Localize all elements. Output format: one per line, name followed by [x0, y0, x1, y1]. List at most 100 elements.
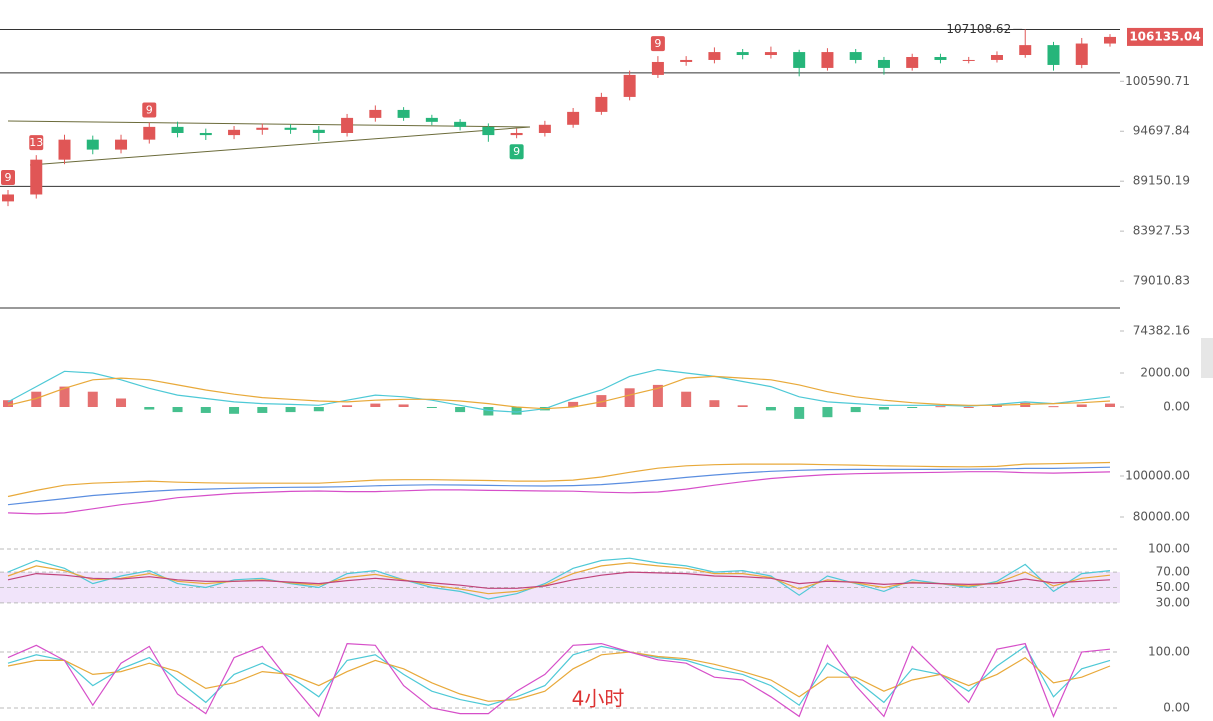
histogram-bar	[398, 404, 409, 407]
candle-body	[934, 57, 947, 60]
candle-body	[425, 117, 438, 122]
td-marker	[509, 144, 524, 160]
candle-body	[510, 132, 523, 136]
indicator-line	[7, 471, 1111, 515]
candle-body	[312, 129, 325, 133]
histogram-bar	[907, 406, 918, 408]
trend-line	[29, 126, 531, 166]
candle-body	[990, 55, 1003, 60]
y-tick-label: 94697.84	[1133, 124, 1190, 138]
indicator-line	[7, 642, 1111, 718]
trend-line	[7, 120, 531, 128]
y-tick-label: 100590.71	[1125, 74, 1190, 88]
td-label: 9	[513, 145, 520, 158]
histogram-bar	[200, 406, 211, 413]
candle-body	[171, 126, 184, 133]
candle-body	[369, 109, 382, 118]
histogram-bar	[370, 403, 381, 407]
histogram-bar	[878, 406, 889, 410]
histogram-bar	[455, 406, 466, 413]
candle-body	[30, 159, 43, 195]
candle-body	[228, 129, 241, 136]
histogram-bar	[172, 406, 183, 413]
indicator-line	[7, 466, 1111, 506]
td-marker	[650, 36, 665, 52]
y-tick-label: 0.00	[1163, 701, 1190, 715]
histogram-bar	[87, 391, 98, 407]
y-tick-label: 70.00	[1156, 565, 1190, 579]
y-tick-label: 79010.83	[1133, 274, 1190, 288]
histogram-bar	[511, 406, 522, 415]
candle-body	[793, 52, 806, 68]
y-tick-label: 80000.00	[1133, 510, 1190, 524]
y-tick-label: 2000.00	[1140, 365, 1190, 379]
histogram-bar	[116, 398, 127, 407]
histogram-bar	[31, 391, 42, 407]
histogram-bar	[624, 388, 635, 407]
td-label: 9	[5, 171, 12, 184]
candle-body	[567, 111, 580, 125]
indicator-line	[7, 645, 1111, 707]
histogram-bar	[313, 406, 324, 412]
histogram-bar	[1048, 406, 1059, 408]
candle-body	[1104, 36, 1116, 44]
histogram-bar	[3, 400, 13, 407]
candle-body	[1047, 45, 1060, 65]
candle-body	[199, 132, 212, 136]
histogram-bar	[1076, 404, 1087, 407]
candle-body	[821, 52, 834, 68]
y-tick-label: 83927.53	[1133, 224, 1190, 238]
histogram-bar	[991, 405, 1002, 407]
indicator-line	[7, 571, 1111, 589]
histogram-bar	[737, 405, 748, 407]
candle-body	[482, 126, 495, 136]
indicator-line	[7, 368, 1111, 413]
candle-body	[143, 126, 156, 140]
candle-body	[1019, 45, 1032, 56]
td-label: 9	[654, 37, 661, 50]
candle-body	[284, 127, 297, 130]
y-tick-label: 30.00	[1156, 595, 1190, 609]
histogram-bar	[257, 406, 268, 413]
candle-body	[115, 139, 128, 150]
histogram-bar	[144, 406, 155, 410]
histogram-bar	[935, 406, 946, 408]
candle-body	[708, 52, 721, 60]
candle-body	[341, 117, 354, 133]
candle-body	[256, 127, 269, 130]
indicator-line	[7, 461, 1111, 498]
candle-body	[906, 57, 919, 68]
candle-body	[454, 121, 467, 127]
candle-body	[397, 109, 410, 118]
histogram-bar	[59, 386, 70, 407]
histogram-bar	[794, 406, 805, 419]
indicator-line	[7, 375, 1111, 410]
candle-body	[849, 52, 862, 60]
histogram-bar	[681, 391, 692, 407]
y-tick-label: 100000.00	[1125, 469, 1190, 483]
candle-body	[764, 52, 777, 56]
candle-body	[736, 52, 749, 56]
last-price-tag	[1127, 27, 1203, 46]
candle-body	[623, 74, 636, 97]
candle-body	[2, 194, 14, 202]
last-price-label: 106135.04	[1129, 29, 1200, 43]
candle-body	[680, 59, 693, 62]
watermark: 4小时	[572, 687, 625, 711]
histogram-bar	[483, 406, 494, 416]
candle-body	[962, 59, 975, 61]
histogram-bar	[426, 406, 437, 408]
y-tick-label: 74382.16	[1133, 324, 1190, 338]
candle-body	[595, 96, 608, 112]
td-label: 13	[29, 136, 43, 149]
y-tick-label: 100.00	[1148, 644, 1190, 658]
td-label: 9	[146, 104, 153, 117]
histogram-bar	[1105, 403, 1115, 407]
indicator-line	[7, 557, 1111, 600]
side-handle[interactable]	[1201, 338, 1213, 378]
histogram-bar	[709, 400, 720, 407]
candle-body	[58, 139, 71, 160]
indicator-line	[7, 651, 1111, 702]
